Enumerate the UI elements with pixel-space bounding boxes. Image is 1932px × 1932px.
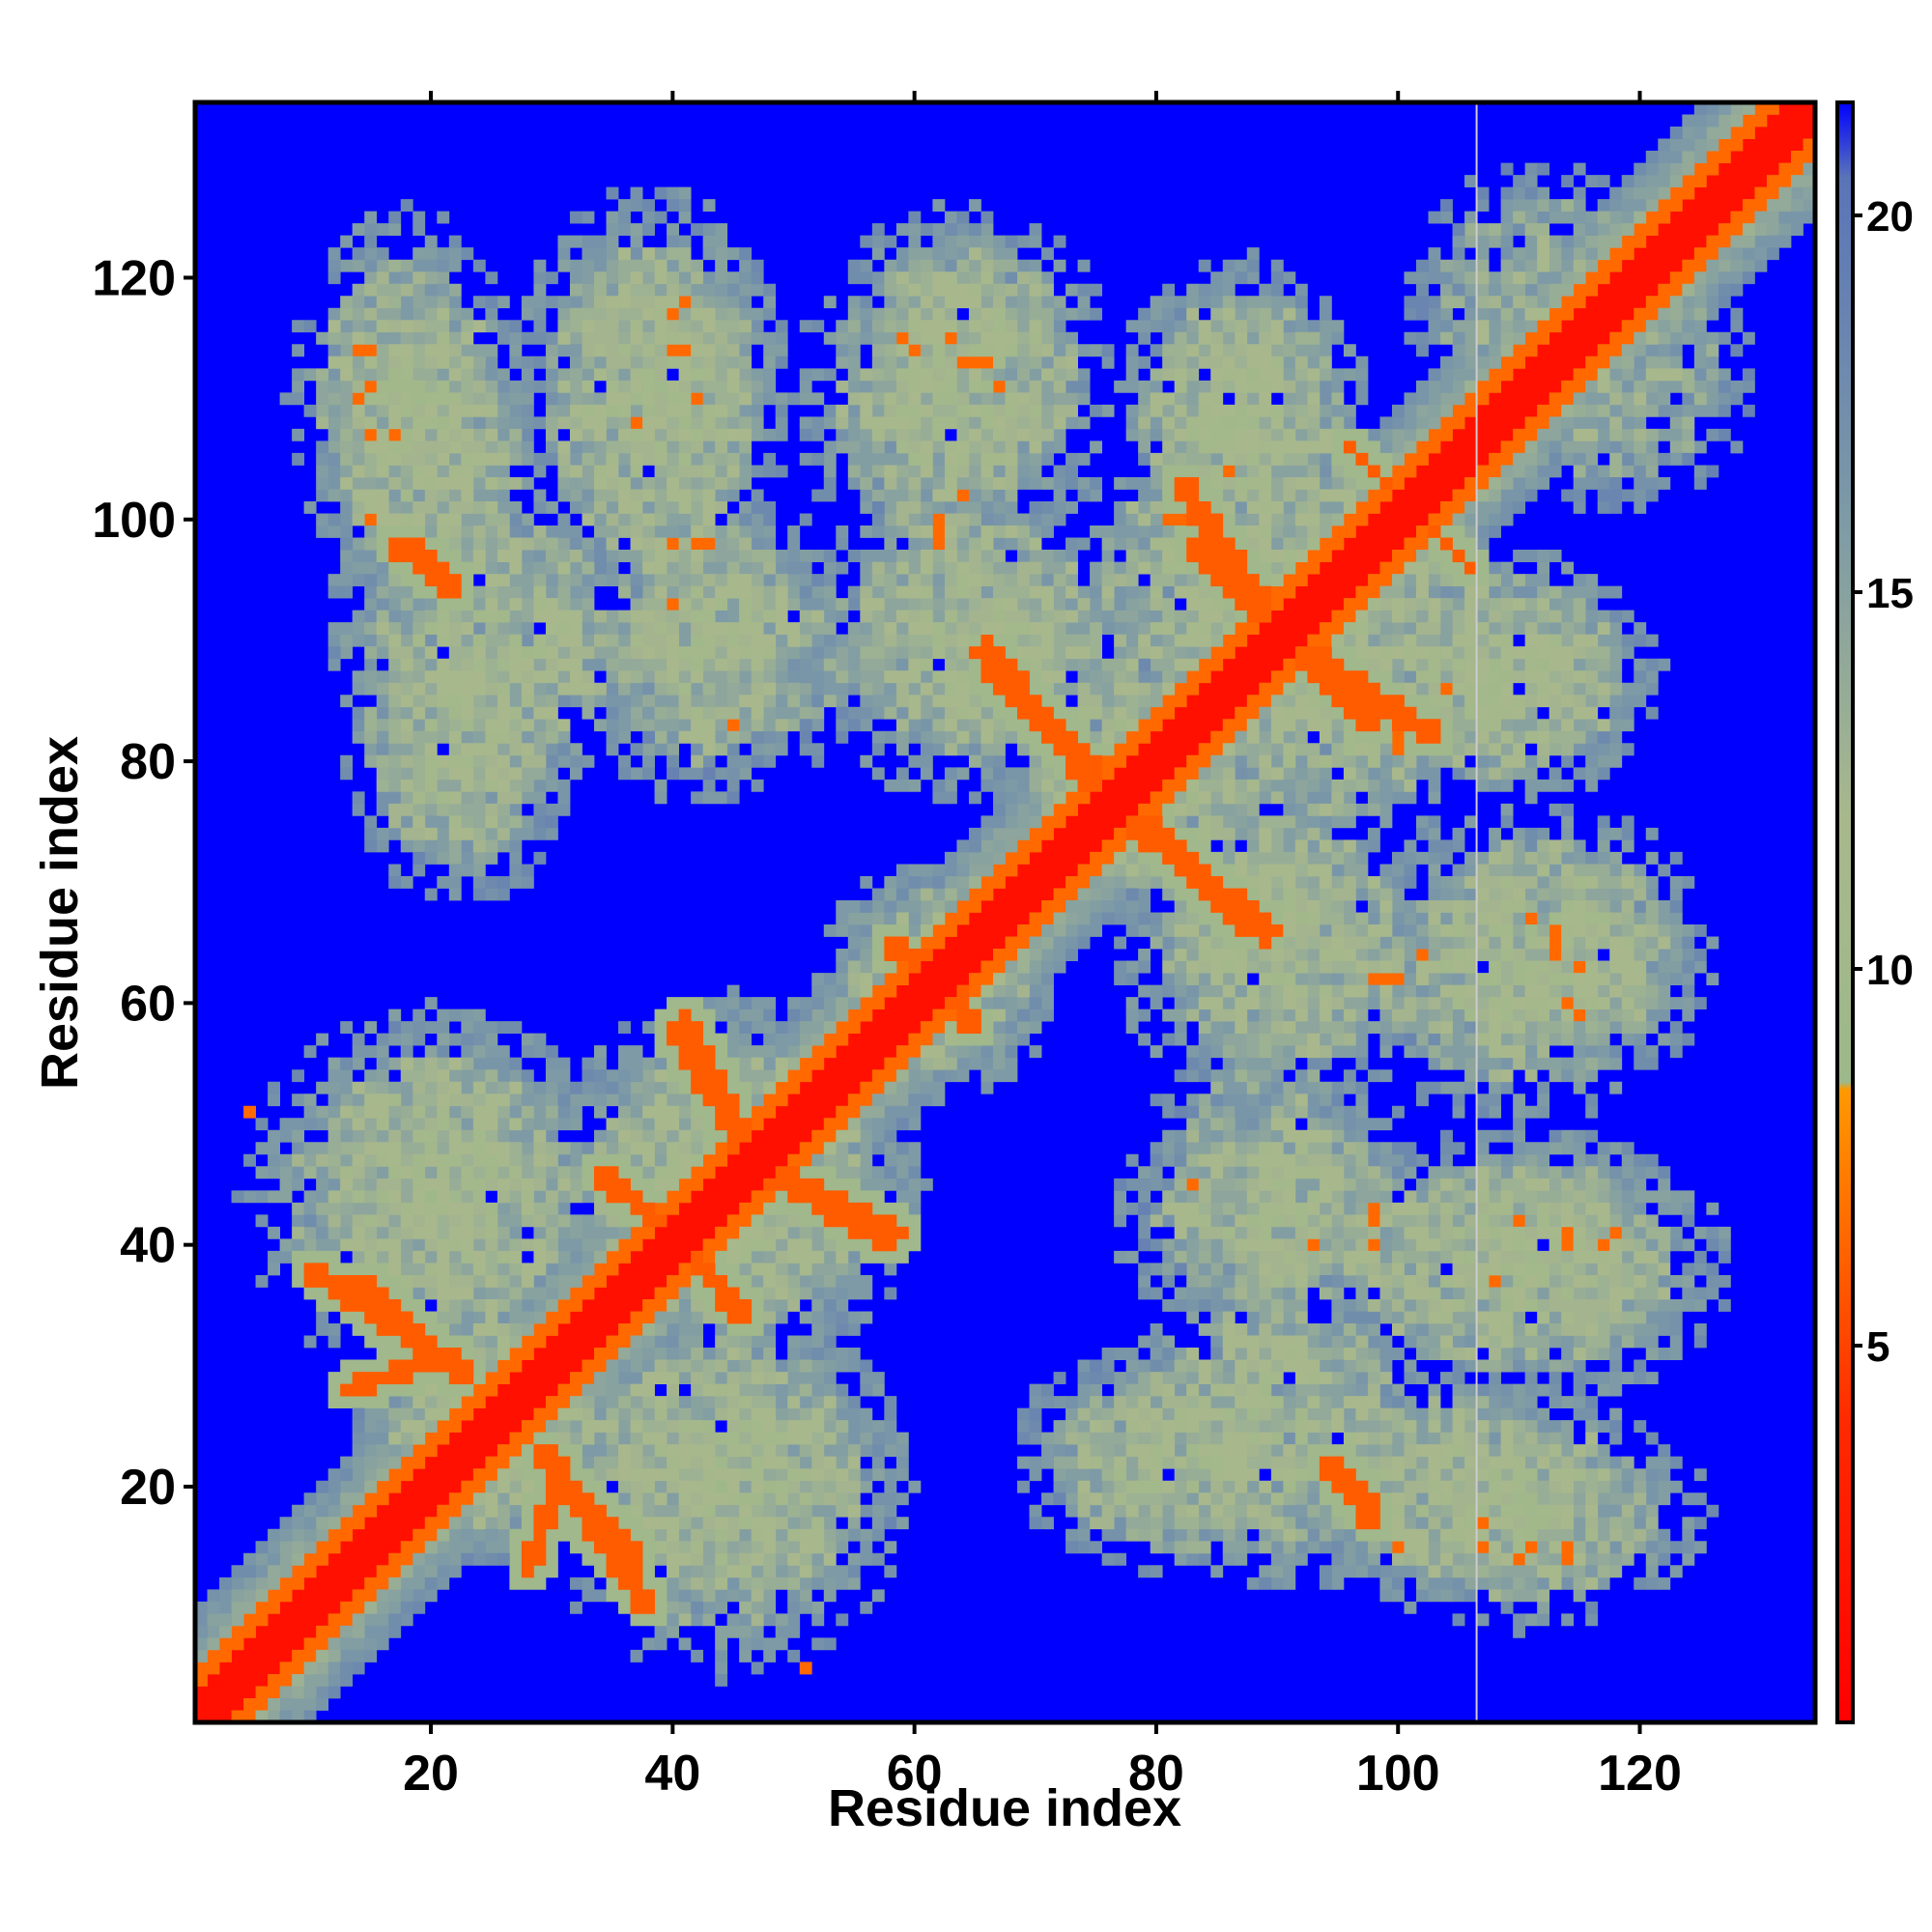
y-tick-label: 20 (120, 1460, 176, 1516)
y-axis-title: Residue index (31, 736, 89, 1090)
y-tick-label: 100 (92, 493, 176, 549)
heatmap-cells (195, 102, 1816, 1723)
heatmap-cell-group (255, 199, 1755, 1723)
x-ticks: 20 40 60 80 100 120 (403, 91, 1682, 1802)
x-tick-label: 60 (887, 1746, 943, 1802)
y-tick-label: 60 (120, 976, 176, 1032)
heatmap-cell-group (195, 102, 1816, 1723)
colorbar-tick-label: 15 (1866, 570, 1914, 617)
x-tick-label: 80 (1128, 1746, 1184, 1802)
colorbar-tick-label: 5 (1866, 1323, 1889, 1371)
colorbar: 5 10 15 20 (1835, 100, 1914, 1724)
y-tick-label: 40 (120, 1218, 176, 1274)
heatmap-cell-group (327, 259, 1659, 1590)
colorbar-tick-label: 10 (1866, 947, 1914, 994)
y-tick-label: 120 (92, 250, 176, 306)
plot-frame (192, 99, 1818, 1725)
y-tick-label: 80 (120, 734, 176, 790)
heatmap-cell-group (195, 138, 1779, 1723)
x-tick-label: 120 (1598, 1746, 1682, 1802)
x-tick-label: 40 (644, 1746, 700, 1802)
x-axis-title: Residue index (828, 1779, 1181, 1837)
x-tick-label: 20 (403, 1746, 459, 1802)
colorbar-tick-label: 20 (1866, 193, 1914, 241)
y-ticks: 20 40 60 80 100 120 (92, 250, 195, 1516)
x-tick-label: 100 (1356, 1746, 1440, 1802)
colorbar-scale (1835, 100, 1855, 1724)
heatmap-cell-group (303, 440, 1477, 1614)
heatmap-cell-group (255, 102, 1755, 1675)
